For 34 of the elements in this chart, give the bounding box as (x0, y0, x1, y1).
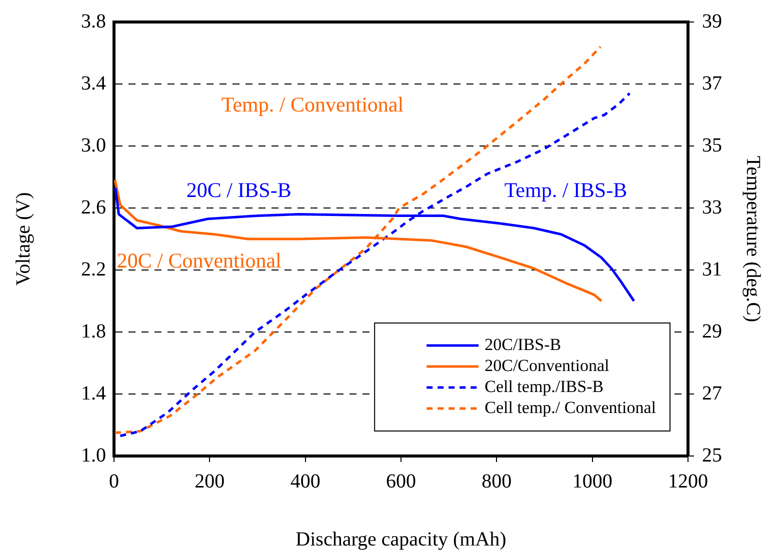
annotation: Temp. / IBS-B (504, 178, 628, 202)
y-tick-label: 1.8 (81, 320, 106, 342)
y2-tick-label: 31 (702, 258, 722, 280)
y-tick-label: 2.2 (81, 258, 106, 280)
x-tick-label: 0 (109, 470, 119, 492)
y2-tick-label: 25 (702, 444, 722, 466)
x-axis-title: Discharge capacity (mAh) (296, 528, 506, 550)
legend-label: Cell temp./ Conventional (484, 398, 656, 417)
legend-label: 20C/IBS-B (484, 334, 562, 354)
x-tick-label: 200 (194, 470, 225, 492)
x-tick-label: 1200 (668, 470, 708, 492)
y-tick-label: 1.0 (81, 444, 106, 466)
x-tick-label: 600 (386, 470, 416, 492)
x-tick-label: 1000 (572, 470, 612, 492)
legend-label: Cell temp./IBS-B (484, 376, 604, 396)
annotation: 20C / IBS-B (186, 178, 292, 202)
annotation: 20C / Conventional (116, 248, 282, 273)
y2-axis-title: Temperature (deg.C) (742, 156, 764, 322)
y-tick-label: 1.4 (81, 382, 106, 404)
x-tick-label: 800 (482, 470, 512, 492)
x-tick-label: 400 (290, 470, 320, 492)
y-tick-label: 3.0 (81, 134, 106, 156)
annotation: Temp. / Conventional (221, 92, 404, 116)
y2-tick-label: 35 (702, 134, 722, 156)
legend-label: 20C/Conventional (484, 356, 610, 375)
y-tick-label: 3.8 (81, 10, 106, 32)
y2-tick-label: 27 (702, 382, 722, 404)
y2-tick-label: 37 (702, 72, 722, 94)
y2-tick-label: 39 (702, 10, 722, 32)
y-tick-label: 3.4 (81, 72, 106, 94)
y2-tick-label: 33 (702, 196, 722, 218)
y-tick-label: 2.6 (81, 196, 106, 218)
y2-tick-label: 29 (702, 320, 722, 342)
y-axis-title: Voltage (V) (12, 192, 34, 286)
